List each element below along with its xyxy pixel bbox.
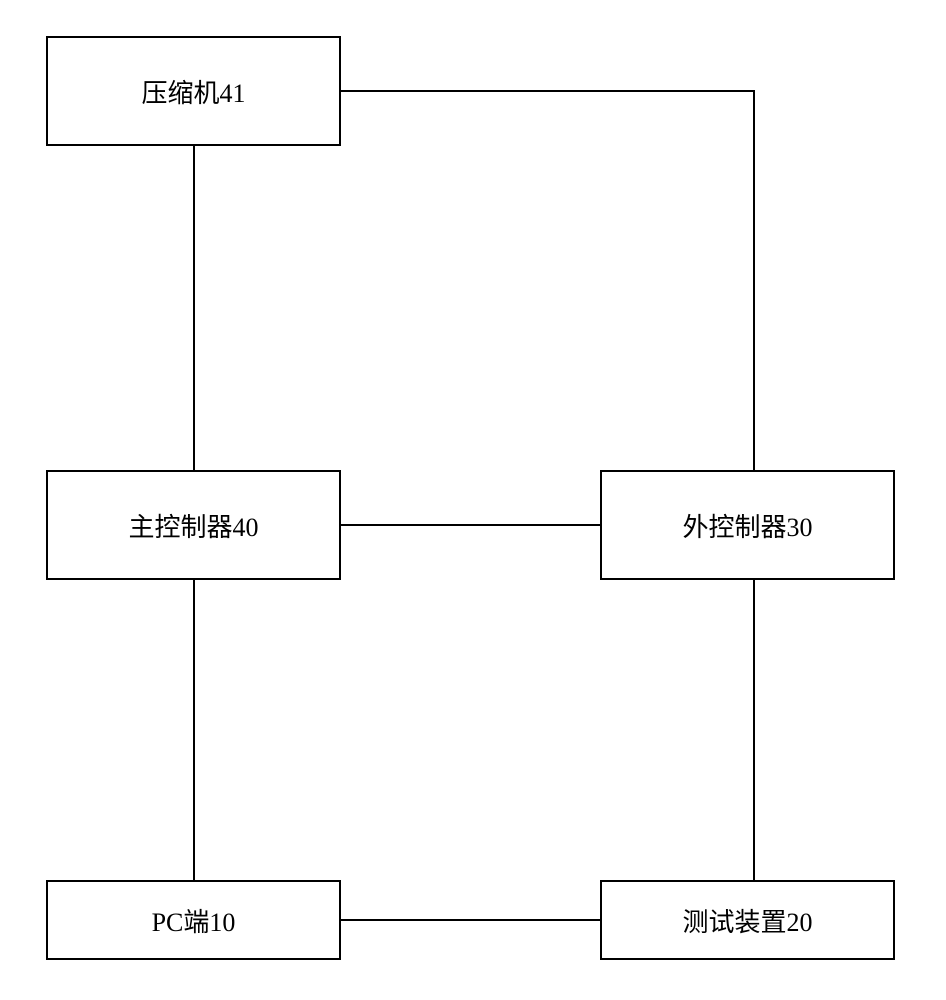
- node-test-device: 测试装置20: [600, 880, 895, 960]
- edge-main-pc: [193, 580, 195, 880]
- node-external-controller-label: 外控制器30: [682, 507, 812, 544]
- edge-compressor-main: [193, 146, 195, 470]
- node-main-controller-label: 主控制器40: [128, 507, 258, 544]
- node-test-device-label: 测试装置20: [682, 902, 812, 939]
- node-main-controller: 主控制器40: [46, 470, 341, 580]
- edge-main-external: [341, 524, 600, 526]
- node-compressor: 压缩机41: [46, 36, 341, 146]
- edge-pc-test: [341, 919, 600, 921]
- node-external-controller: 外控制器30: [600, 470, 895, 580]
- edge-external-test: [753, 580, 755, 880]
- node-pc-label: PC端10: [152, 902, 236, 939]
- edge-right-down-to-external: [753, 90, 755, 470]
- node-compressor-label: 压缩机41: [141, 73, 245, 110]
- edge-compressor-right-h: [341, 90, 755, 92]
- node-pc: PC端10: [46, 880, 341, 960]
